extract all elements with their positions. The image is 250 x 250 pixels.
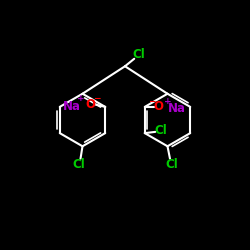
Text: Cl: Cl — [72, 158, 85, 171]
Text: −: − — [148, 97, 156, 106]
Text: O: O — [85, 98, 95, 111]
Text: Na: Na — [63, 100, 81, 113]
Text: Na: Na — [168, 102, 186, 116]
Text: O: O — [154, 100, 164, 114]
Text: +: + — [164, 97, 171, 106]
Text: Cl: Cl — [132, 48, 145, 62]
Text: Cl: Cl — [165, 158, 177, 171]
Text: +: + — [78, 94, 85, 104]
Text: Cl: Cl — [154, 124, 167, 137]
Text: −: − — [93, 94, 100, 104]
